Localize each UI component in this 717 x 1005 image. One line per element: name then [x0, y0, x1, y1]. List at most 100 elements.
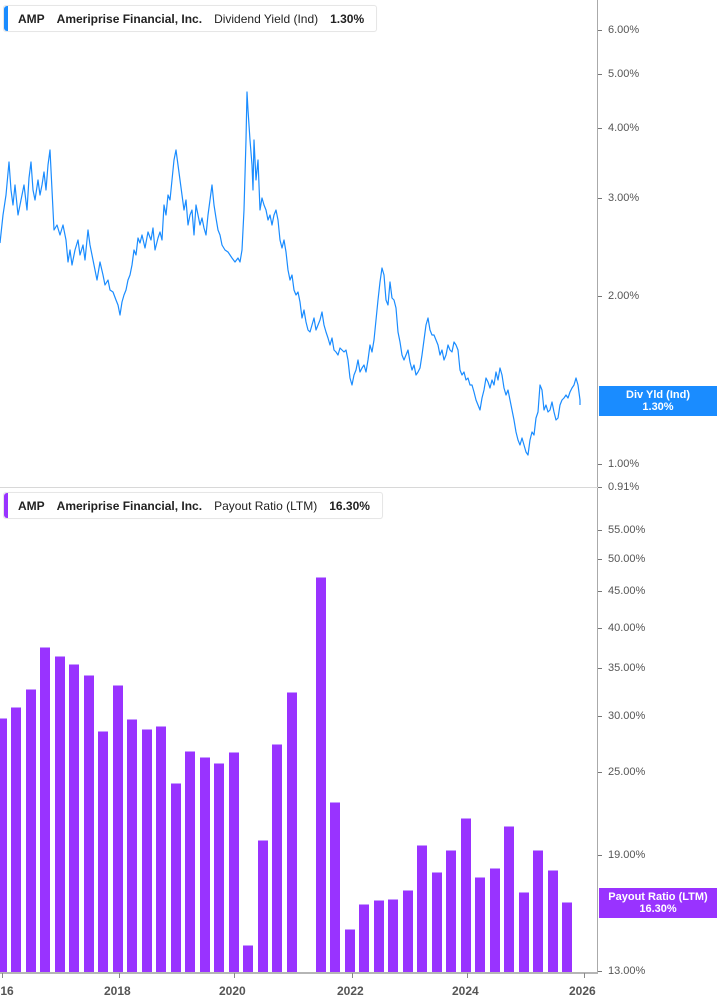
bar — [272, 744, 282, 973]
y-label: 6.00% — [608, 24, 640, 36]
bar — [287, 692, 297, 973]
bar — [0, 718, 7, 973]
y-tick — [598, 464, 602, 465]
panel-divider — [0, 487, 598, 488]
bar — [403, 890, 413, 973]
y-tick — [598, 716, 602, 717]
ticker: AMP — [18, 498, 45, 513]
x-axis-line — [0, 972, 598, 974]
y-tick — [598, 855, 602, 856]
bar — [461, 818, 471, 973]
x-label: 2016 — [0, 984, 14, 998]
y-label: 0.91% — [608, 481, 640, 493]
y-label: 19.00% — [608, 849, 646, 861]
x-tick — [467, 973, 468, 978]
bar — [26, 689, 36, 973]
bar — [214, 763, 224, 973]
y-label: 2.00% — [608, 290, 640, 302]
bar — [40, 647, 50, 973]
bar — [258, 840, 268, 973]
bar — [127, 719, 137, 973]
x-label: 2022 — [337, 984, 364, 998]
payout-ratio-badge: Payout Ratio (LTM) 16.30% — [599, 888, 717, 918]
y-label: 3.00% — [608, 192, 640, 204]
bar — [533, 850, 543, 973]
bar — [156, 726, 166, 973]
bar — [446, 850, 456, 973]
series-color-swatch — [4, 493, 8, 518]
y-tick — [598, 559, 602, 560]
bar — [171, 783, 181, 973]
y-label: 30.00% — [608, 710, 646, 722]
y-label: 25.00% — [608, 766, 646, 778]
bar — [243, 945, 253, 973]
y-label: 35.00% — [608, 662, 646, 674]
bar — [562, 902, 572, 973]
y-label: 13.00% — [608, 965, 646, 977]
y-tick — [598, 530, 602, 531]
bottom-y-axis-line — [597, 488, 598, 973]
company-name: Ameriprise Financial, Inc. — [56, 498, 203, 513]
bar — [142, 729, 152, 973]
bar — [388, 899, 398, 973]
bar — [345, 929, 355, 973]
bar — [330, 802, 340, 973]
bar — [490, 868, 500, 973]
ticker: AMP — [18, 11, 45, 26]
x-label: 2020 — [219, 984, 246, 998]
div-yield-badge: Div Yld (Ind) 1.30% — [599, 386, 717, 416]
x-label: 2026 — [569, 984, 596, 998]
y-label: 4.00% — [608, 122, 640, 134]
bar — [185, 751, 195, 973]
x-tick — [584, 973, 585, 978]
y-tick — [598, 772, 602, 773]
bar — [519, 892, 529, 973]
y-label: 40.00% — [608, 622, 646, 634]
bar — [69, 664, 79, 973]
y-tick — [598, 628, 602, 629]
bar — [98, 731, 108, 973]
y-tick — [598, 74, 602, 75]
bar — [548, 870, 558, 973]
bar — [113, 685, 123, 973]
top-y-axis-line — [597, 0, 598, 488]
y-tick — [598, 591, 602, 592]
metric-name: Payout Ratio (LTM) — [214, 498, 318, 513]
x-tick — [2, 973, 3, 978]
x-tick — [119, 973, 120, 978]
bar — [200, 757, 210, 973]
bar — [432, 872, 442, 973]
bar — [475, 877, 485, 973]
badge-label: Div Yld (Ind) — [626, 389, 690, 401]
y-label: 50.00% — [608, 553, 646, 565]
x-label: 2024 — [452, 984, 479, 998]
y-label: 45.00% — [608, 585, 646, 597]
metric-value: 16.30% — [329, 498, 370, 513]
y-tick — [598, 971, 602, 972]
y-tick — [598, 487, 602, 488]
y-tick — [598, 198, 602, 199]
bar — [84, 675, 94, 973]
dividend-yield-line-chart — [0, 91, 581, 456]
bar — [417, 845, 427, 973]
bar — [316, 577, 326, 973]
company-name: Ameriprise Financial, Inc. — [56, 11, 203, 26]
bar — [11, 707, 21, 973]
x-tick — [352, 973, 353, 978]
metric-name: Dividend Yield (Ind) — [214, 11, 319, 26]
x-label: 2018 — [104, 984, 131, 998]
bar — [359, 904, 369, 973]
y-tick — [598, 668, 602, 669]
bar — [229, 752, 239, 973]
bar — [374, 900, 384, 973]
bottom-legend: AMP Ameriprise Financial, Inc. Payout Ra… — [3, 492, 383, 519]
bar — [504, 826, 514, 973]
y-label: 55.00% — [608, 524, 646, 536]
y-label: 1.00% — [608, 458, 640, 470]
y-tick — [598, 128, 602, 129]
top-legend: AMP Ameriprise Financial, Inc. Dividend … — [3, 5, 378, 32]
badge-label: Payout Ratio (LTM) — [608, 891, 708, 903]
series-color-swatch — [4, 6, 8, 31]
y-tick — [598, 30, 602, 31]
bar — [55, 656, 65, 973]
